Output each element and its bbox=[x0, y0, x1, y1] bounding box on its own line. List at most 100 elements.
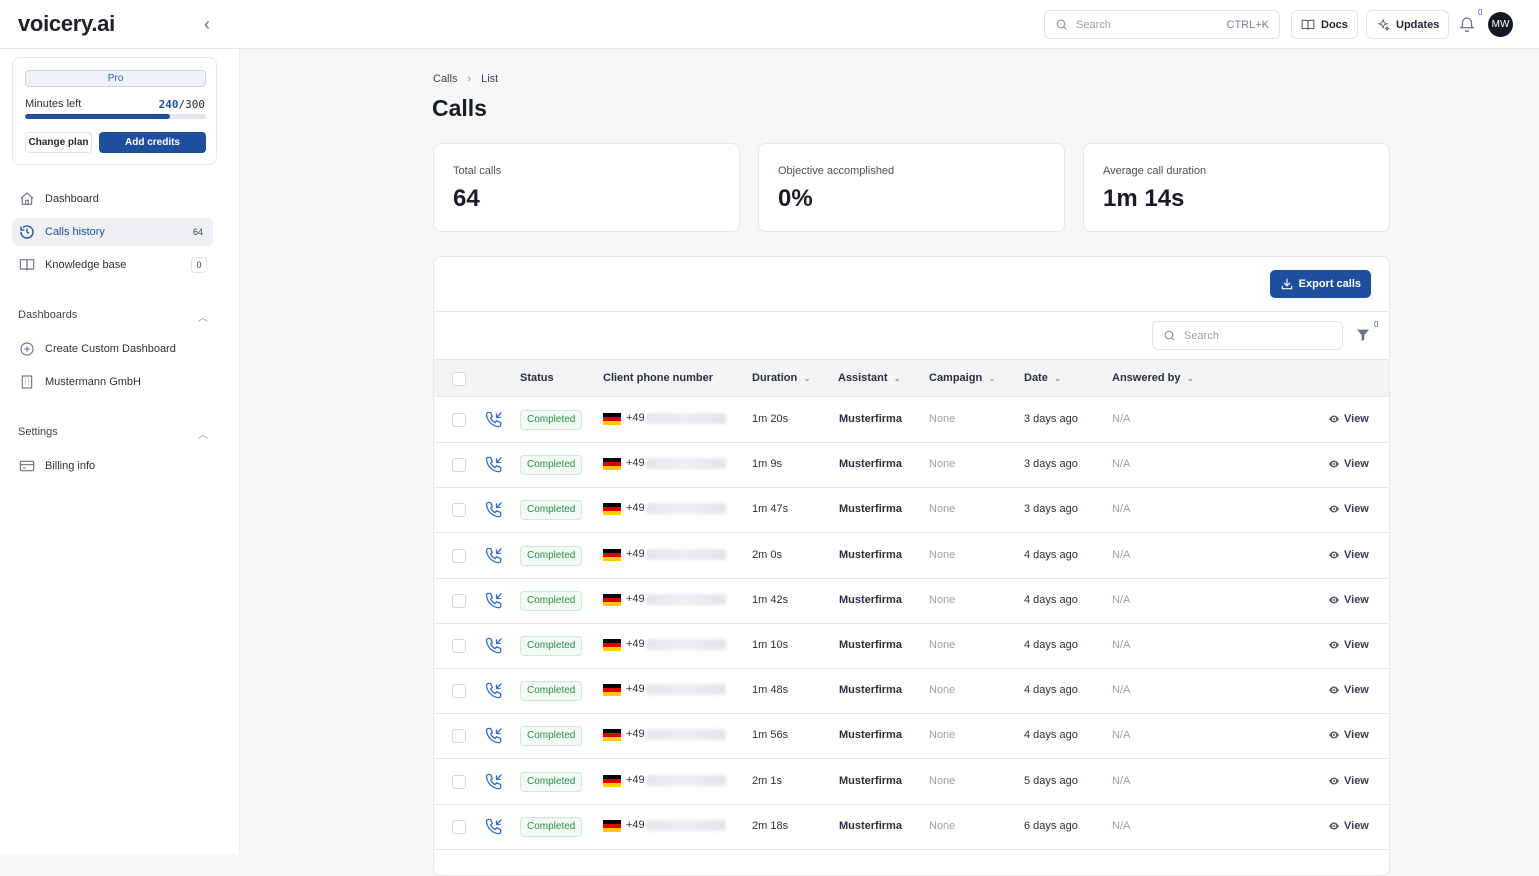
row-checkbox[interactable] bbox=[452, 413, 466, 427]
dashboards-section-toggle[interactable]: Dashboards ︿ bbox=[18, 309, 208, 324]
view-label: View bbox=[1344, 593, 1369, 606]
eye-icon bbox=[1329, 641, 1339, 649]
row-checkbox[interactable] bbox=[452, 819, 466, 834]
view-button[interactable]: View bbox=[1328, 413, 1369, 425]
table-row[interactable]: Completed +49 1m 42s Musterfirma None 4 days … bbox=[434, 579, 1389, 624]
table-row[interactable]: Completed +49 1m 9s Musterfirma None 3 days a… bbox=[434, 443, 1389, 489]
answered-by-cell: N/A bbox=[1112, 593, 1131, 606]
view-button[interactable]: View bbox=[1328, 820, 1369, 832]
sidebar-item-create-custom-dashboard[interactable]: Create Custom Dashboard bbox=[12, 335, 213, 363]
user-avatar[interactable]: MW bbox=[1488, 12, 1513, 37]
row-checkbox[interactable] bbox=[452, 774, 466, 789]
settings-section-toggle[interactable]: Settings ︿ bbox=[18, 426, 208, 441]
table-row[interactable]: Completed +49 2m 0s Musterfirma None 4 days a… bbox=[434, 534, 1389, 579]
table-row[interactable]: Completed +49 2m 1s Musterfirma None 5 days a… bbox=[434, 760, 1389, 805]
row-checkbox[interactable] bbox=[452, 639, 466, 653]
view-button[interactable]: View bbox=[1328, 503, 1369, 515]
date-cell: 3 days ago bbox=[1024, 413, 1078, 425]
table-search-input[interactable]: Search bbox=[1152, 321, 1343, 350]
export-calls-button[interactable]: Export calls bbox=[1269, 270, 1371, 298]
table-row[interactable]: Completed +49 1m 47s Musterfirma None 3 days … bbox=[434, 488, 1389, 534]
eye-icon bbox=[1329, 731, 1339, 739]
assistant-cell: Musterfirma bbox=[839, 819, 902, 832]
building-icon bbox=[18, 373, 36, 391]
header-answered-by[interactable]: Answered by ⌄ bbox=[1112, 372, 1194, 384]
select-all-checkbox[interactable] bbox=[452, 372, 466, 386]
view-button[interactable]: View bbox=[1328, 729, 1369, 741]
header-duration[interactable]: Duration ⌄ bbox=[752, 372, 811, 384]
redacted-phone-number bbox=[646, 639, 726, 650]
plan-badge: Pro bbox=[25, 70, 206, 87]
phone-prefix: +49 bbox=[626, 818, 645, 831]
docs-button[interactable]: Docs bbox=[1291, 10, 1358, 39]
view-button[interactable]: View bbox=[1328, 594, 1369, 606]
row-checkbox[interactable] bbox=[452, 503, 466, 518]
view-label: View bbox=[1344, 413, 1369, 425]
campaign-cell: None bbox=[929, 548, 956, 561]
row-checkbox[interactable] bbox=[452, 729, 466, 744]
answered-by-cell: N/A bbox=[1112, 729, 1131, 742]
view-button[interactable]: View bbox=[1328, 639, 1369, 651]
answered-by-cell: N/A bbox=[1112, 684, 1131, 697]
duration-cell: 2m 0s bbox=[752, 548, 782, 561]
date-cell: 4 days ago bbox=[1024, 593, 1078, 606]
eye-icon bbox=[1329, 822, 1339, 830]
view-label: View bbox=[1344, 774, 1369, 787]
book-open-icon bbox=[1301, 19, 1315, 30]
filter-icon[interactable] bbox=[1355, 327, 1371, 343]
table-row[interactable]: Completed +49 1m 20s Musterfirma None 3 days … bbox=[434, 398, 1389, 443]
date-cell: 4 days ago bbox=[1024, 729, 1078, 742]
sidebar-item-label: Calls history bbox=[45, 226, 105, 238]
incoming-call-icon bbox=[485, 457, 502, 473]
row-checkbox[interactable] bbox=[452, 593, 466, 608]
app-logo[interactable]: voicery.ai bbox=[18, 11, 115, 36]
minutes-progress-fill bbox=[25, 114, 170, 119]
sparkles-icon bbox=[1377, 17, 1390, 31]
updates-button[interactable]: Updates bbox=[1366, 10, 1450, 39]
collapse-sidebar-icon[interactable]: ‹ bbox=[204, 14, 210, 34]
settings-section-title: Settings bbox=[18, 426, 58, 438]
view-button[interactable]: View bbox=[1328, 458, 1369, 470]
date-cell: 5 days ago bbox=[1024, 774, 1078, 787]
status-badge: Completed bbox=[520, 455, 583, 476]
view-label: View bbox=[1344, 729, 1369, 742]
export-calls-label: Export calls bbox=[1298, 278, 1361, 290]
page-title: Calls bbox=[432, 95, 487, 121]
bell-icon[interactable] bbox=[1458, 14, 1476, 34]
change-plan-button[interactable]: Change plan bbox=[25, 132, 92, 153]
table-row[interactable]: Completed +49 2m 18s Musterfirma None 6 days … bbox=[434, 805, 1389, 850]
view-label: View bbox=[1344, 548, 1369, 561]
answered-by-cell: N/A bbox=[1112, 819, 1131, 832]
header-assistant[interactable]: Assistant ⌄ bbox=[838, 372, 901, 384]
table-row[interactable]: Completed +49 1m 56s Musterfirma None 4 days … bbox=[434, 714, 1389, 760]
duration-cell: 1m 47s bbox=[752, 503, 789, 516]
status-badge: Completed bbox=[520, 681, 583, 702]
assistant-cell: Musterfirma bbox=[839, 548, 902, 561]
row-checkbox[interactable] bbox=[452, 684, 466, 699]
header-date[interactable]: Date ⌄ bbox=[1024, 372, 1061, 384]
view-button[interactable]: View bbox=[1328, 775, 1369, 787]
sidebar-item-knowledge-base[interactable]: Knowledge base 0 bbox=[12, 251, 213, 279]
sidebar-item-mustermann-gmbh[interactable]: Mustermann GmbH bbox=[12, 368, 213, 396]
duration-cell: 1m 56s bbox=[752, 729, 789, 742]
status-badge: Completed bbox=[520, 771, 583, 792]
sidebar-item-billing-info[interactable]: Billing info bbox=[12, 452, 213, 480]
sidebar-item-calls-history[interactable]: Calls history 64 bbox=[12, 218, 213, 246]
header-campaign[interactable]: Campaign ⌄ bbox=[929, 372, 996, 384]
view-button[interactable]: View bbox=[1328, 684, 1369, 696]
global-search-input[interactable]: Search CTRL+K bbox=[1044, 10, 1280, 39]
eye-icon bbox=[1329, 777, 1339, 785]
incoming-call-icon bbox=[485, 502, 502, 518]
stat-value: 1m 14s bbox=[1103, 185, 1185, 212]
status-badge: Completed bbox=[520, 500, 583, 521]
assistant-cell: Musterfirma bbox=[839, 639, 902, 651]
sidebar-item-dashboard[interactable]: Dashboard bbox=[12, 185, 213, 213]
row-checkbox[interactable] bbox=[452, 548, 466, 563]
table-row[interactable]: Completed +49 1m 48s Musterfirma None 4 days … bbox=[434, 669, 1389, 715]
view-button[interactable]: View bbox=[1328, 549, 1369, 561]
table-row[interactable]: Completed +49 1m 10s Musterfirma None 4 days … bbox=[434, 624, 1389, 669]
breadcrumb-calls[interactable]: Calls bbox=[433, 73, 458, 85]
add-credits-button[interactable]: Add credits bbox=[99, 132, 206, 153]
minutes-used: 240 bbox=[158, 98, 179, 111]
row-checkbox[interactable] bbox=[452, 458, 466, 473]
